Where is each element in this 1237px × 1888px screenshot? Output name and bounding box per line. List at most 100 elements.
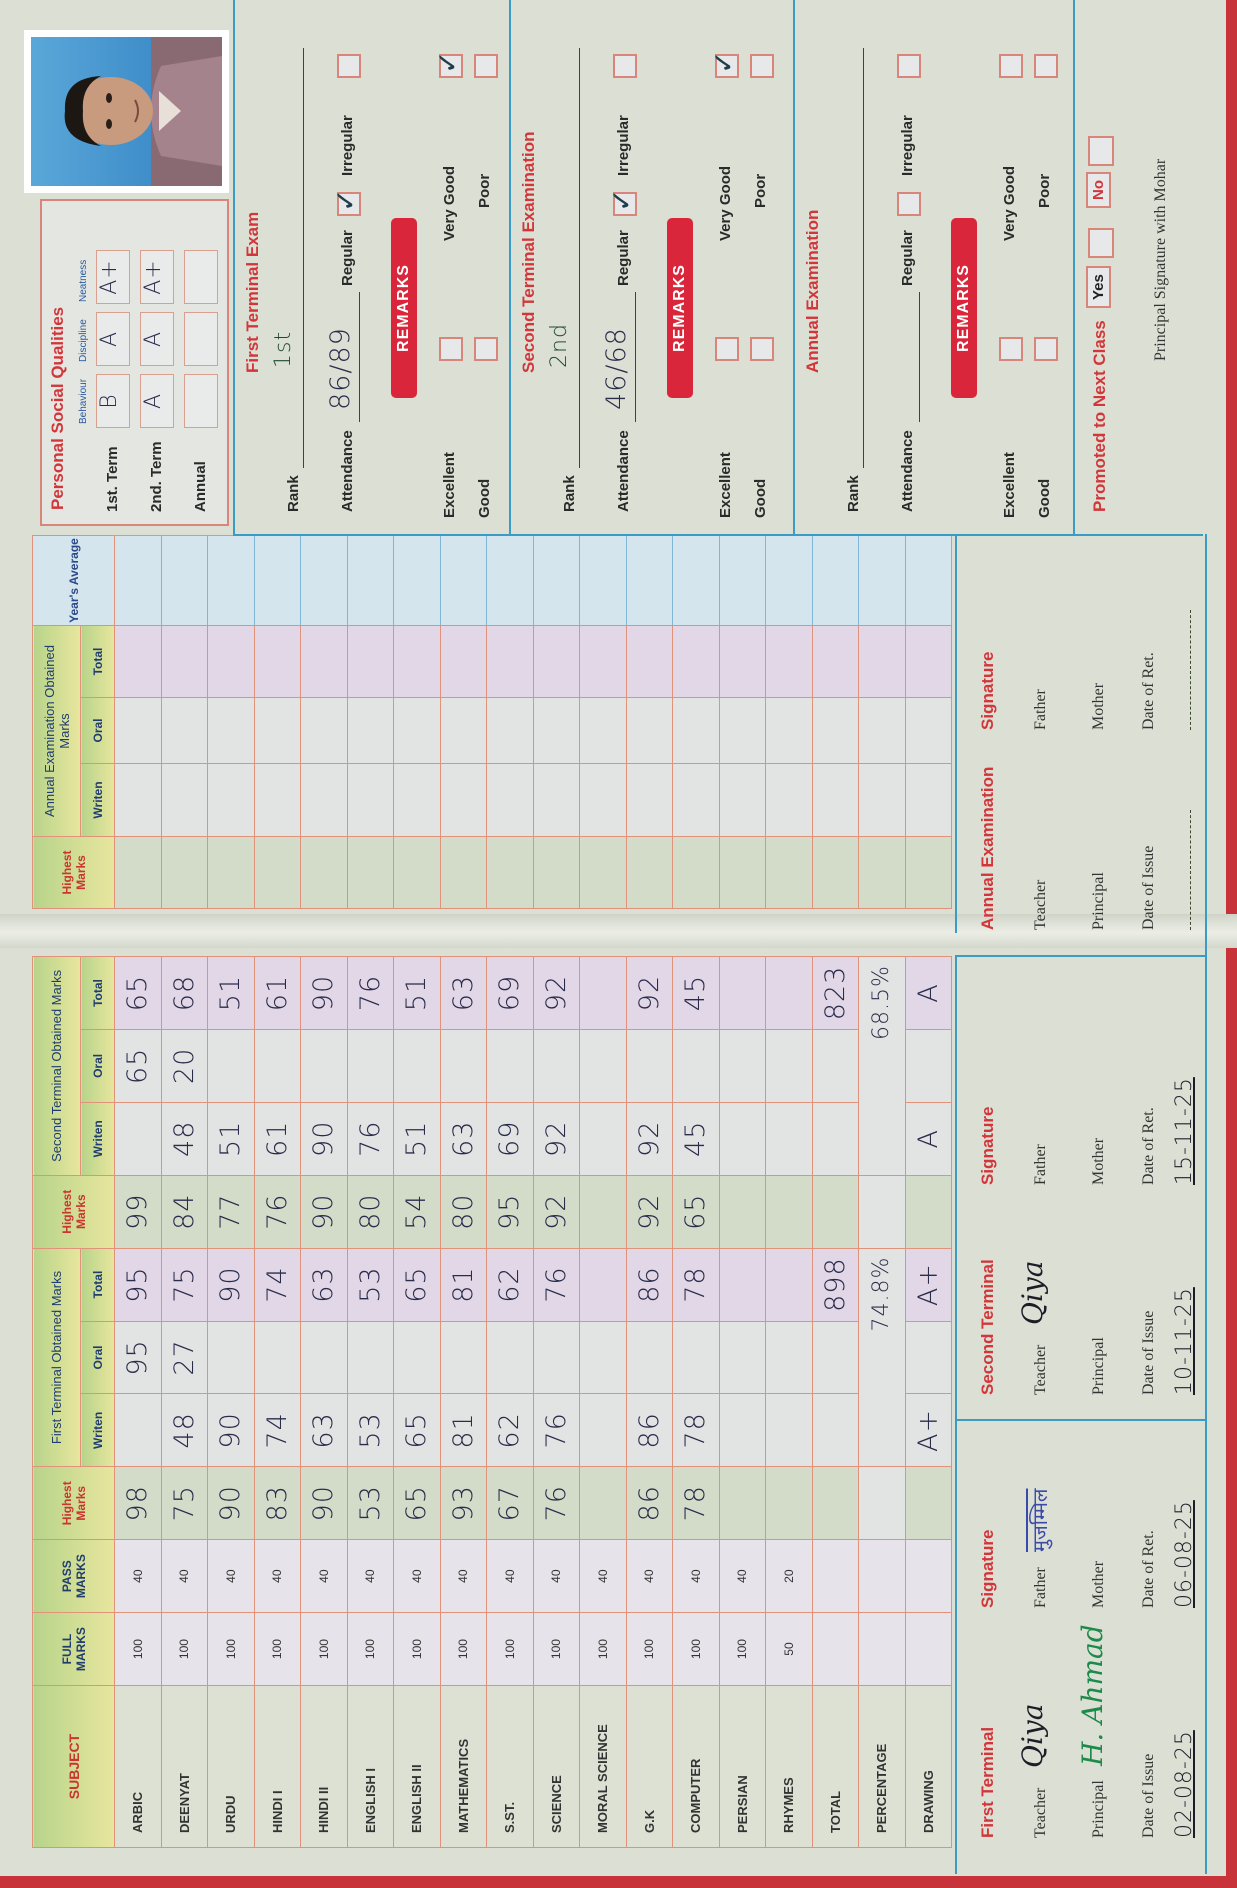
annual-total-header: Total	[80, 625, 115, 698]
second-total-cell: 45	[672, 956, 719, 1030]
annual-written-header: Writen	[80, 763, 115, 837]
section-divider	[233, 0, 235, 536]
second-oral-cell	[486, 1029, 533, 1103]
irregular-label: Irregular	[615, 115, 632, 176]
remarks-badge: REMARKS	[391, 218, 417, 398]
annual-written-cell	[719, 763, 766, 837]
date-of-return-value: 15-11-25	[1172, 1077, 1197, 1185]
remark-good-checkbox[interactable]	[750, 337, 774, 361]
remark-very-good-checkbox[interactable]: ✓	[707, 51, 740, 78]
remark-excellent-checkbox[interactable]	[439, 337, 463, 361]
second-oral-cell	[254, 1029, 301, 1103]
mother-label: Mother	[1090, 682, 1107, 730]
first-highest-cell	[579, 1466, 626, 1540]
first-written-cell	[579, 1393, 626, 1467]
promoted-yes-checkbox[interactable]	[1088, 228, 1114, 258]
promoted-no-checkbox[interactable]	[1088, 136, 1114, 166]
full-cell: 100	[626, 1612, 673, 1686]
remark-very-good-checkbox[interactable]: ✓	[431, 51, 464, 78]
first-total-cell	[719, 1248, 766, 1322]
irregular-checkbox[interactable]	[613, 54, 637, 78]
marks-table: SUBJECT FULL MARKS PASS MARKS Highest Ma…	[32, 956, 952, 1848]
second-highest-cell: 92	[533, 1175, 580, 1249]
first-oral-cell	[719, 1321, 766, 1394]
promoted-no-option[interactable]: No	[1086, 172, 1111, 208]
psq-grade-cell[interactable]: A	[140, 312, 174, 366]
psq-grade-cell[interactable]	[184, 374, 218, 428]
table-row: MATHEMATICS 100 40 93 81 81 80 63 63	[440, 956, 487, 1848]
second-highest-cell	[579, 1175, 626, 1249]
first-total-cell	[579, 1248, 626, 1322]
annual-oral-cell	[393, 697, 440, 764]
remark-excellent-checkbox[interactable]	[715, 337, 739, 361]
annual-written-cell	[254, 763, 301, 837]
years-average-cell	[719, 535, 766, 626]
table-row	[672, 535, 719, 909]
remark-poor-label: Poor	[476, 173, 493, 208]
rank-label: Rank	[845, 475, 862, 512]
remarks-badge: REMARKS	[667, 218, 693, 398]
promoted-yes-option[interactable]: Yes	[1086, 266, 1111, 308]
remark-excellent-label: Excellent	[1001, 452, 1018, 518]
first-oral-header: Oral	[80, 1321, 115, 1394]
annual-highest-cell	[440, 836, 487, 909]
pass-cell: 20	[765, 1539, 812, 1613]
father-label: Father	[1032, 1144, 1049, 1185]
section-divider	[1073, 0, 1075, 536]
full-cell: 100	[486, 1612, 533, 1686]
annual-highest-cell	[161, 836, 208, 909]
psq-grade-cell[interactable]	[184, 250, 218, 304]
remark-poor-checkbox[interactable]	[750, 54, 774, 78]
exam-section-title: Second Terminal Examination	[519, 131, 538, 373]
subject-name: URDU	[207, 1685, 254, 1848]
irregular-checkbox[interactable]	[337, 54, 361, 78]
annual-written-cell	[300, 763, 347, 837]
annual-oral-cell	[347, 697, 394, 764]
regular-checkbox[interactable]: ✓	[329, 189, 362, 216]
remark-poor-checkbox[interactable]	[1034, 54, 1058, 78]
psq-grade-cell[interactable]: A	[96, 312, 130, 366]
rank-line	[303, 48, 304, 468]
father-label: Father	[1032, 1567, 1049, 1608]
remark-excellent-checkbox[interactable]	[999, 337, 1023, 361]
first-oral-cell	[812, 1321, 859, 1394]
second-oral-cell	[579, 1029, 626, 1103]
regular-checkbox[interactable]: ✓	[605, 189, 638, 216]
remark-very-good-checkbox[interactable]	[999, 54, 1023, 78]
annual-written-cell	[207, 763, 254, 837]
psq-grade-cell[interactable]: B	[96, 374, 130, 428]
second-highest-cell	[765, 1175, 812, 1249]
remark-poor-checkbox[interactable]	[474, 54, 498, 78]
panel-rule	[233, 534, 1203, 536]
psq-grade-cell[interactable]: A+	[140, 250, 174, 304]
regular-checkbox[interactable]	[897, 192, 921, 216]
irregular-label: Irregular	[339, 115, 356, 176]
psq-grade-cell[interactable]: A	[140, 374, 174, 428]
subject-name: DRAWING	[905, 1685, 952, 1848]
first-total-cell: 53	[347, 1248, 394, 1322]
remark-good-checkbox[interactable]	[474, 337, 498, 361]
annual-written-cell	[533, 763, 580, 837]
full-cell: 100	[719, 1612, 766, 1686]
first-oral-cell	[533, 1321, 580, 1394]
annual-oral-cell	[579, 697, 626, 764]
irregular-checkbox[interactable]	[897, 54, 921, 78]
principal-label: Principal	[1090, 872, 1107, 930]
annual-oral-cell	[905, 697, 952, 764]
remark-good-checkbox[interactable]	[1034, 337, 1058, 361]
second-written-cell	[719, 1102, 766, 1176]
annual-highest-cell	[905, 836, 952, 909]
date-of-issue-value: 10-11-25	[1172, 1287, 1197, 1395]
principal-signature-label: Principal Signature with Mohar	[1152, 158, 1169, 361]
psq-grade-cell[interactable]: A+	[96, 250, 130, 304]
annual-oral-cell	[486, 697, 533, 764]
first-written-cell: 48	[161, 1393, 208, 1467]
annual-written-cell	[765, 763, 812, 837]
first-written-header: Writen	[80, 1393, 115, 1467]
first-written-cell: 62	[486, 1393, 533, 1467]
years-average-cell	[672, 535, 719, 626]
annual-total-cell	[858, 625, 905, 698]
table-row	[719, 535, 766, 909]
psq-grade-cell[interactable]	[184, 312, 218, 366]
years-average-cell	[579, 535, 626, 626]
